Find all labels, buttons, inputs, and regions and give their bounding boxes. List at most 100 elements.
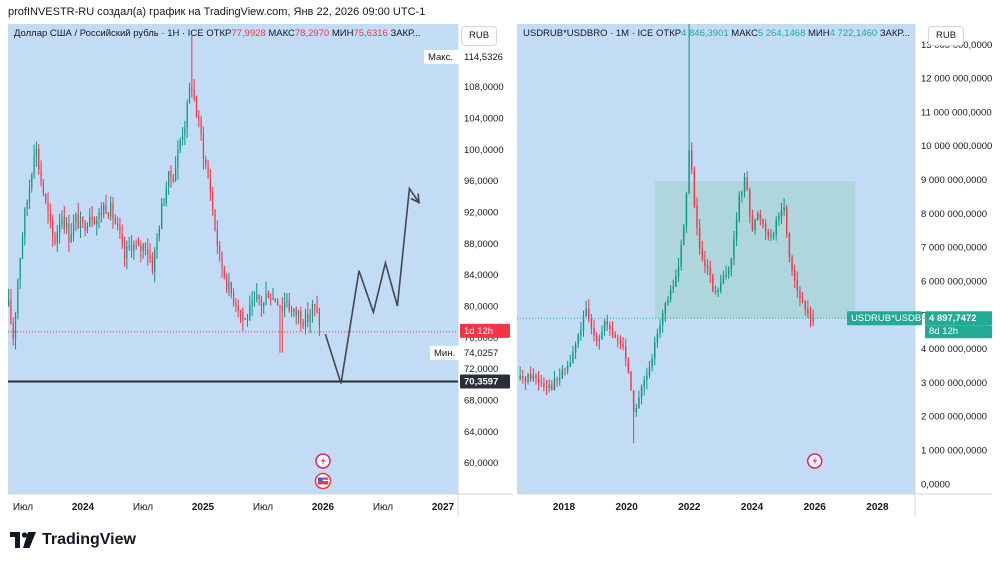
candle-body	[172, 177, 174, 182]
y-tick-label: 108,0000	[464, 82, 504, 93]
candle-body	[59, 224, 61, 233]
y-tick-label: 100,0000	[464, 145, 504, 156]
legend-high-value: 78,2970	[294, 28, 330, 39]
candle-body	[619, 339, 622, 344]
candle-body	[54, 235, 56, 244]
candle-body	[683, 225, 685, 246]
candle-body	[318, 311, 320, 326]
candle-body	[304, 313, 307, 327]
candle-body	[209, 177, 211, 193]
candle-body	[184, 127, 186, 136]
candle-body	[569, 362, 572, 366]
candle-body	[654, 342, 656, 359]
candle-body	[170, 171, 172, 178]
candle-body	[290, 310, 293, 313]
legend-open-value: 77,9928	[231, 28, 266, 39]
currency-button-right[interactable]: RUB	[929, 27, 963, 45]
candle-body	[219, 245, 221, 252]
candle-body	[72, 222, 75, 235]
candle-body	[656, 333, 659, 343]
x-tick-label: 2022	[678, 502, 701, 513]
candle-body	[812, 318, 814, 321]
candle-body	[52, 220, 54, 236]
candle-body	[566, 365, 569, 370]
candle-body	[559, 377, 561, 380]
candle-body	[556, 379, 558, 381]
candle-body	[307, 313, 309, 322]
legend-open-label: ОТКР	[656, 28, 682, 39]
candle-body	[119, 225, 121, 235]
candle-body	[532, 375, 535, 380]
candle-body	[595, 335, 598, 342]
candle-body	[239, 310, 242, 312]
candle-body	[77, 214, 79, 229]
candle-body	[727, 269, 730, 275]
candle-body	[45, 194, 47, 202]
candle-body	[207, 165, 209, 178]
currency-button-left[interactable]: RUB	[462, 27, 496, 45]
legend-title: Доллар США / Российский рубль · 1Н · ICE	[14, 28, 204, 39]
candle-body	[198, 116, 200, 119]
candle-body	[738, 195, 740, 220]
tradingview-logo[interactable]: TradingView	[10, 531, 136, 549]
candle-body	[186, 103, 188, 128]
candle-body	[263, 302, 265, 307]
event-flash-glyph	[812, 456, 818, 466]
candle-body	[574, 344, 577, 353]
legend-high-label: МАКС	[268, 28, 295, 39]
candle-body	[110, 202, 112, 217]
y-tick-label: 6 000 000,0000	[921, 276, 987, 287]
candle-body	[551, 384, 553, 390]
candle-body	[237, 305, 239, 311]
candle-body	[577, 334, 579, 345]
legend-title: USDRUB*USDBRO · 1М · ICE	[523, 28, 654, 39]
candle-body	[764, 224, 767, 232]
candle-body	[117, 223, 119, 226]
candle-body	[680, 245, 682, 267]
last-value-label-bg	[925, 311, 992, 326]
x-tick-label: 2024	[741, 502, 764, 513]
candle-body	[133, 244, 135, 252]
candle-body	[609, 325, 611, 329]
candle-body	[735, 219, 738, 239]
level-value-label-bg	[460, 374, 510, 389]
candle-body	[793, 270, 796, 281]
x-tick-label: 2027	[432, 502, 455, 513]
candle-body	[524, 377, 527, 382]
candle-body	[267, 293, 269, 299]
candle-body	[698, 227, 701, 249]
candle-body	[519, 375, 521, 380]
candle-body	[181, 135, 184, 141]
candle-body	[807, 309, 809, 315]
y-tick-label: 1 000 000,0000	[921, 446, 987, 457]
y-tick-label: 92,0000	[464, 208, 498, 219]
candle-body	[121, 234, 123, 245]
y-tick-label: 60,0000	[464, 458, 498, 469]
tradingview-logo-icon	[10, 532, 36, 548]
candle-body	[582, 315, 585, 330]
candle-body	[590, 319, 593, 328]
candle-body	[677, 266, 680, 277]
candle-body	[762, 219, 764, 225]
candle-body	[179, 140, 181, 150]
candlestick-chart-left[interactable]: 60,0000 64,0000 68,0000 72,0000 76,0000 80,00…	[8, 24, 513, 516]
legend-close-label: ЗАКР...	[879, 28, 910, 39]
candle-body	[221, 251, 223, 268]
candle-body	[230, 281, 232, 294]
candle-body	[720, 283, 722, 291]
candlestick-chart-right[interactable]: 0,0000 1 000 000,0000 2 000 000,0000 3 000 …	[517, 24, 992, 516]
candle-body	[309, 314, 311, 322]
chart-panel-left[interactable]: 60,0000 64,0000 68,0000 72,0000 76,0000 80,00…	[8, 24, 513, 516]
candle-body	[786, 207, 788, 235]
candle-body	[749, 189, 751, 216]
candle-body	[279, 305, 281, 307]
forecast-path-line	[324, 186, 420, 384]
candle-body	[712, 275, 714, 291]
candle-body	[165, 186, 167, 204]
chart-panel-right[interactable]: 0,0000 1 000 000,0000 2 000 000,0000 3 000 …	[517, 24, 992, 516]
y-tick-label: 68,0000	[464, 396, 498, 407]
candle-body	[235, 303, 237, 306]
candle-body	[548, 384, 550, 388]
legend-close-label: ЗАКР...	[390, 28, 421, 39]
x-tick-label: Июл	[13, 502, 33, 513]
